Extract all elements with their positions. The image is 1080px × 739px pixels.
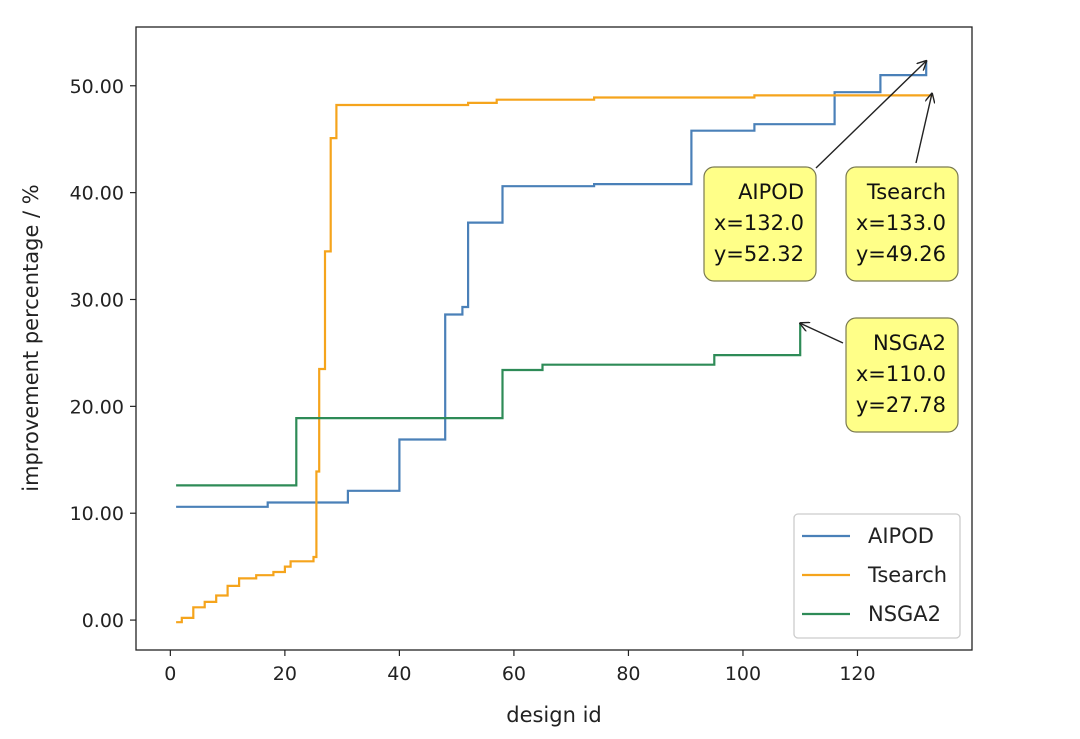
legend: AIPOD Tsearch NSGA2	[793, 513, 961, 639]
annotation-text-nsga2-1: x=110.0	[856, 362, 946, 386]
annotation-text-nsga2-2: y=27.78	[856, 393, 946, 417]
x-tick-label-60: 60	[502, 663, 526, 685]
legend-label-aipod: AIPOD	[868, 524, 934, 548]
annotation-text-aipod-0: AIPOD	[738, 180, 804, 204]
annotation-text-tsearch-0: Tsearch	[866, 180, 946, 204]
annotation-arrow-aipod	[815, 61, 926, 169]
annotation-text-tsearch-2: y=49.26	[856, 242, 946, 266]
x-tick-label-120: 120	[839, 663, 875, 685]
y-tick-label-10: 10.00	[70, 503, 124, 525]
annotation-box-nsga2	[845, 317, 959, 433]
annotation-box-tsearch	[845, 166, 959, 282]
series-layer	[176, 61, 933, 624]
y-tick-label-0: 0.00	[82, 610, 124, 632]
y-axis-title: improvement percentage / %	[19, 184, 43, 492]
x-tick-label-80: 80	[616, 663, 640, 685]
annotation-text-aipod-1: x=132.0	[714, 211, 804, 235]
series-line-aipod	[176, 61, 928, 508]
y-tick-label-20: 20.00	[70, 396, 124, 418]
annotation-arrow-tsearch	[915, 94, 932, 164]
annotations-layer: AIPOD x=132.0 y=52.32 Tsearch x=133.0 y=49.26…	[703, 61, 959, 433]
annotation-arrow-nsga2	[800, 323, 844, 344]
x-axis-title: design id	[506, 703, 602, 727]
x-tick-label-40: 40	[387, 663, 411, 685]
legend-label-nsga2: NSGA2	[868, 602, 941, 626]
legend-frame	[793, 513, 961, 639]
annotation-box-aipod	[703, 166, 817, 282]
x-tick-label-0: 0	[164, 663, 176, 685]
annotation-text-tsearch-1: x=133.0	[856, 211, 946, 235]
annotation-text-aipod-2: y=52.32	[714, 242, 804, 266]
series-line-nsga2	[176, 323, 802, 487]
series-line-tsearch	[176, 93, 933, 624]
y-tick-label-40: 40.00	[70, 183, 124, 205]
ticks-layer: 0 20 40 60 80 100 120 0.00 10.00 20.00 30.00 40.00 5…	[70, 76, 876, 685]
y-tick-label-30: 30.00	[70, 289, 124, 311]
legend-label-tsearch: Tsearch	[867, 563, 947, 587]
annotation-text-nsga2-0: NSGA2	[873, 331, 946, 355]
x-tick-label-20: 20	[273, 663, 297, 685]
y-tick-label-50: 50.00	[70, 76, 124, 98]
x-tick-label-100: 100	[725, 663, 761, 685]
